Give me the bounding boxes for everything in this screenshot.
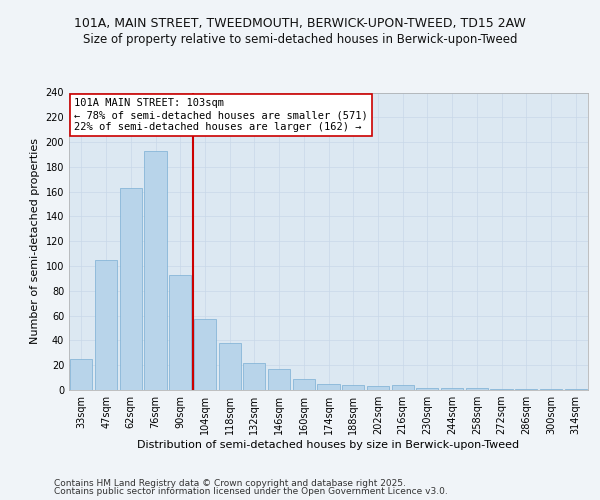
Bar [540, 389, 562, 390]
Bar [367, 386, 389, 390]
Text: Size of property relative to semi-detached houses in Berwick-upon-Tweed: Size of property relative to semi-detach… [83, 32, 517, 46]
Bar [490, 389, 512, 390]
Bar [342, 385, 364, 390]
Y-axis label: Number of semi-detached properties: Number of semi-detached properties [30, 138, 40, 344]
Bar [392, 385, 414, 390]
Text: Contains HM Land Registry data © Crown copyright and database right 2025.: Contains HM Land Registry data © Crown c… [54, 478, 406, 488]
Bar [565, 389, 587, 390]
Bar [243, 362, 265, 390]
Text: 101A, MAIN STREET, TWEEDMOUTH, BERWICK-UPON-TWEED, TD15 2AW: 101A, MAIN STREET, TWEEDMOUTH, BERWICK-U… [74, 18, 526, 30]
X-axis label: Distribution of semi-detached houses by size in Berwick-upon-Tweed: Distribution of semi-detached houses by … [137, 440, 520, 450]
Bar [416, 388, 439, 390]
Bar [268, 369, 290, 390]
Bar [194, 320, 216, 390]
Bar [119, 188, 142, 390]
Bar [515, 389, 538, 390]
Bar [145, 151, 167, 390]
Bar [317, 384, 340, 390]
Bar [169, 274, 191, 390]
Bar [95, 260, 117, 390]
Text: Contains public sector information licensed under the Open Government Licence v3: Contains public sector information licen… [54, 488, 448, 496]
Bar [293, 379, 315, 390]
Bar [218, 343, 241, 390]
Bar [441, 388, 463, 390]
Bar [70, 359, 92, 390]
Text: 101A MAIN STREET: 103sqm
← 78% of semi-detached houses are smaller (571)
22% of : 101A MAIN STREET: 103sqm ← 78% of semi-d… [74, 98, 368, 132]
Bar [466, 388, 488, 390]
